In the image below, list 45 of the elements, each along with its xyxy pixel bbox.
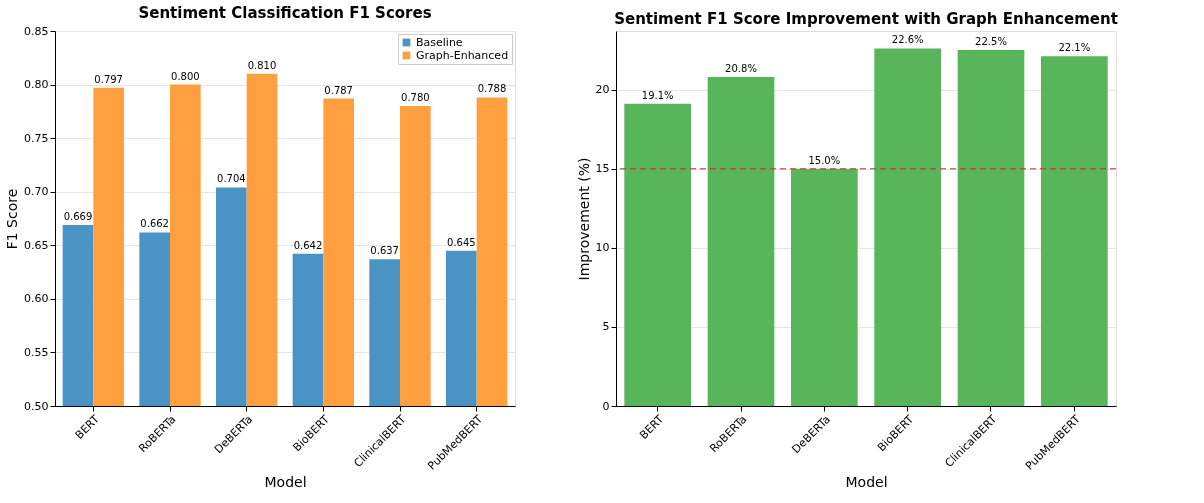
bar [791,168,858,406]
y-tick-label: 0 [602,399,610,413]
y-tick-label: 5 [602,320,610,334]
data-label: 0.669 [63,210,93,222]
data-label: 22.6% [891,34,924,46]
y-tick-label: 0.60 [24,292,49,306]
x-axis-title: Model [845,473,888,490]
bar [957,49,1025,406]
data-label: 22.5% [975,35,1007,47]
legend-label: Baseline [416,35,463,49]
y-tick-label: 15 [595,162,610,176]
data-label: 0.642 [293,239,323,251]
chart-title: Sentiment Classification F1 Scores [138,4,432,22]
chart-title: Sentiment F1 Score Improvement with Graph Enhancement [614,10,1118,28]
data-label: 0.704 [217,173,246,185]
data-label: 20.8% [725,62,757,74]
y-tick-label: 0.80 [24,78,49,92]
y-tick-label: 0.50 [24,399,49,413]
y-tick-label: 0.55 [24,345,49,359]
data-label: 0.800 [171,70,200,82]
data-label: 0.780 [401,92,430,103]
bar [707,76,775,406]
data-label: 0.662 [140,218,169,230]
data-label: 22.1% [1058,42,1091,54]
y-tick-label: 10 [595,241,610,255]
y-axis-title: Improvement (%) [575,157,592,281]
y-tick-label: 0.65 [24,238,49,252]
data-label: 0.637 [370,245,399,257]
y-tick-label: 0.75 [24,131,49,145]
legend-label: Graph-Enhanced [416,48,509,62]
bar [874,48,941,406]
y-tick-label: 20 [595,83,610,97]
x-axis-title: Model [264,473,307,490]
data-label: 15.0% [808,154,841,166]
data-label: 19.1% [641,89,674,101]
data-label: 0.797 [94,73,123,85]
bar [624,103,691,406]
y-tick-label: 0.70 [24,185,49,199]
data-label: 0.810 [247,59,277,71]
data-label: 0.645 [447,236,476,248]
bar [1041,56,1108,406]
data-label: 0.787 [324,84,353,96]
y-tick-label: 0.85 [24,24,49,38]
y-axis-title: F1 Score [4,188,21,250]
data-label: 0.788 [477,83,507,95]
